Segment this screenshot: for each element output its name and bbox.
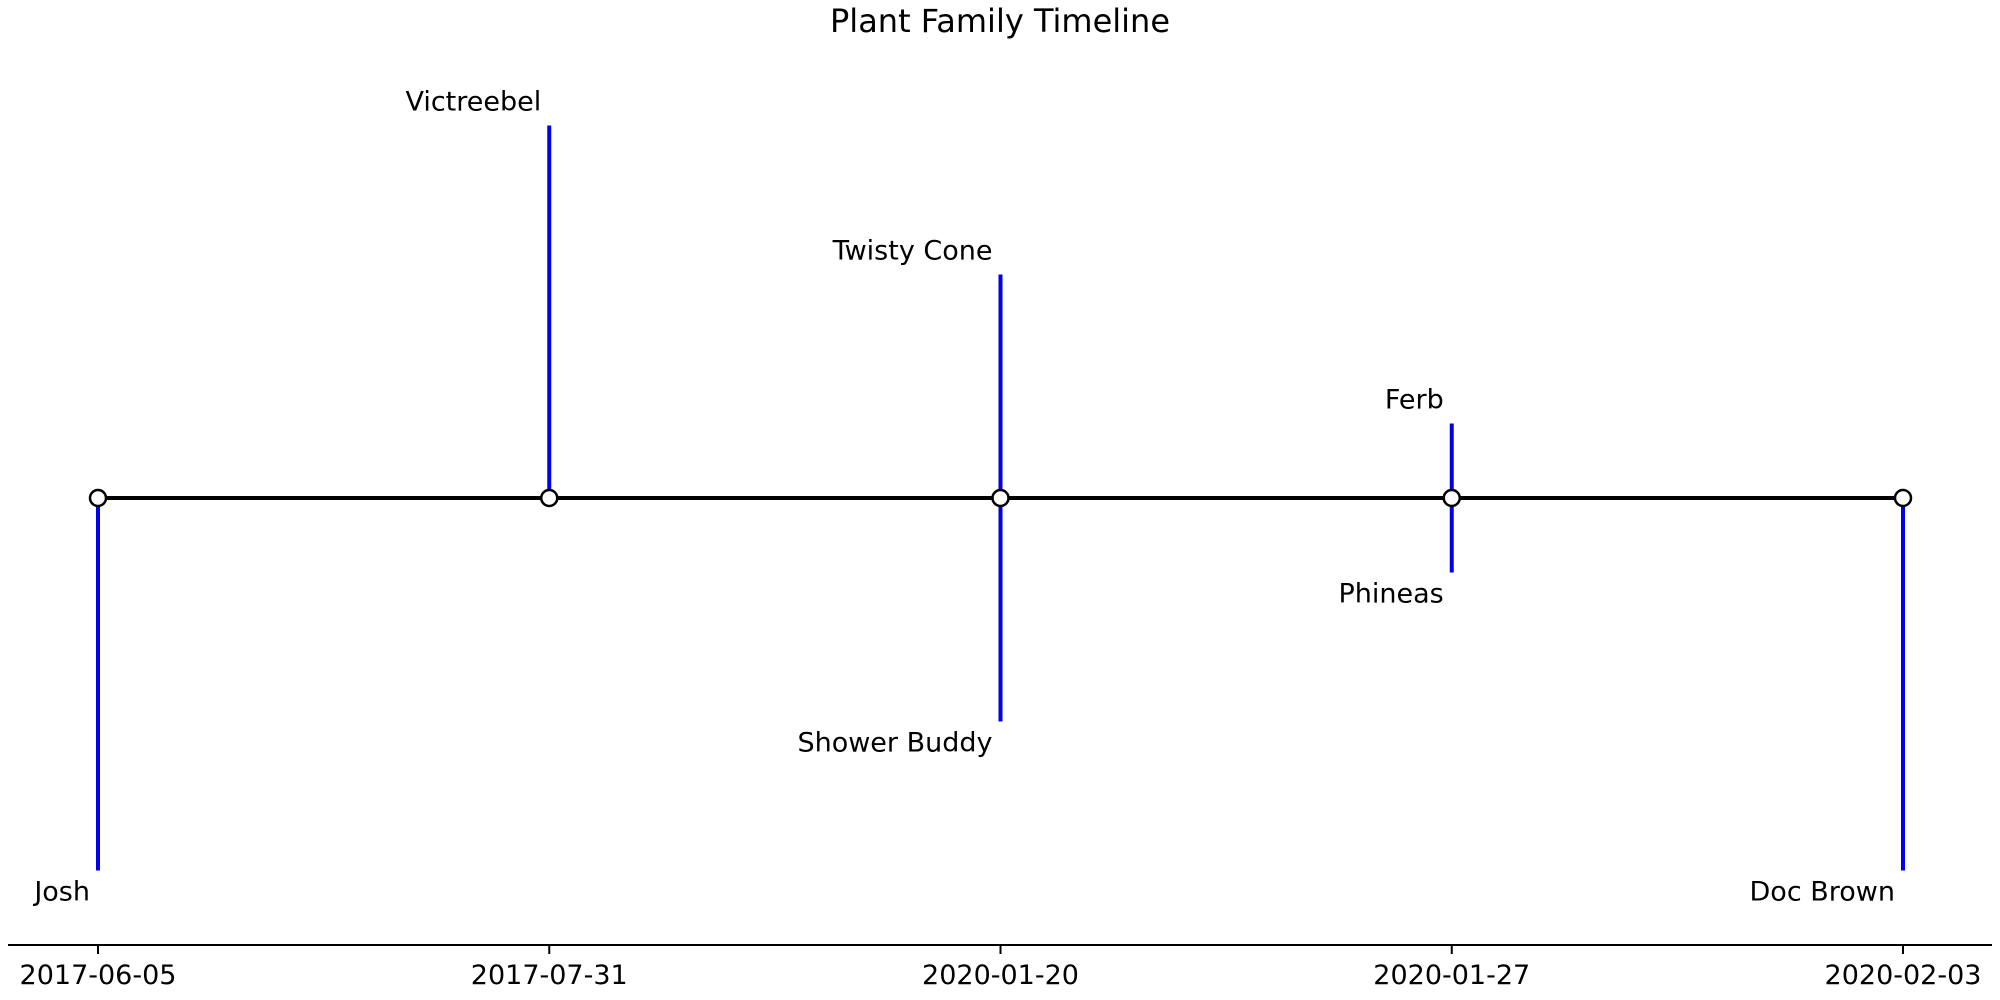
date-marker-4 (1893, 488, 1913, 508)
x-tick-label-0: 2017-06-05 (20, 960, 177, 991)
event-label-3: Phineas (1339, 579, 1444, 610)
event-label-2: Ferb (1385, 385, 1444, 416)
x-tick-label-3: 2020-01-27 (1373, 960, 1530, 991)
x-tick-label-4: 2020-02-03 (1825, 960, 1982, 991)
x-axis: 2017-06-05 2017-07-31 2020-01-20 2020-01-27… (8, 944, 1992, 991)
labels-layer: Victreebel Twisty Cone Ferb Phineas Shower B… (32, 87, 1895, 908)
date-marker-2 (991, 488, 1010, 508)
event-label-6: Doc Brown (1750, 877, 1895, 908)
event-label-0: Victreebel (405, 87, 541, 118)
date-marker-3 (1442, 488, 1461, 508)
x-tick-label-2: 2020-01-20 (922, 960, 1079, 991)
chart-title: Plant Family Timeline (830, 2, 1170, 40)
event-label-5: Josh (32, 877, 90, 908)
markers-layer (88, 488, 1913, 508)
date-marker-0 (88, 488, 108, 508)
event-label-1: Twisty Cone (832, 236, 993, 267)
date-marker-1 (540, 488, 559, 508)
x-tick-label-1: 2017-07-31 (471, 960, 628, 991)
event-label-4: Shower Buddy (797, 728, 992, 759)
stems-layer (96, 125, 1905, 871)
